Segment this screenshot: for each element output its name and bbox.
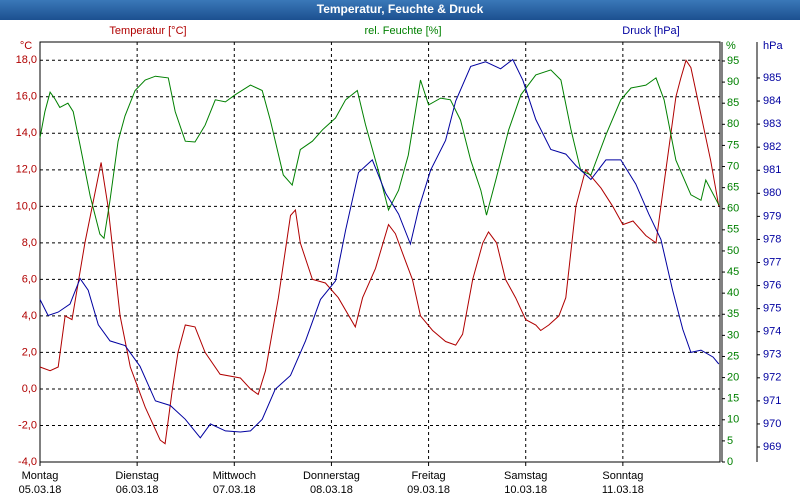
y2-tick-label: 60: [727, 203, 739, 215]
y-tick-label: 14,0: [16, 127, 37, 139]
y2-tick-label: 15: [727, 393, 739, 405]
legend-entry: Temperatur [°C]: [109, 25, 186, 37]
y-tick-label: 2,0: [22, 346, 37, 358]
y3-tick-label: 978: [763, 233, 781, 245]
y-tick-label: 12,0: [16, 164, 37, 176]
x-tick-label: Freitag: [411, 470, 445, 482]
x-tick-label: Dienstag: [115, 470, 158, 482]
x-tick-label: Samstag: [504, 470, 547, 482]
y2-tick-label: 65: [727, 182, 739, 194]
y3-axis-unit: hPa: [763, 40, 783, 52]
x-tick-date: 10.03.18: [504, 484, 547, 496]
x-tick-date: 11.03.18: [602, 484, 644, 496]
legend-entry: Druck [hPa]: [622, 25, 679, 37]
y3-tick-label: 972: [763, 372, 781, 384]
y2-tick-label: 85: [727, 97, 739, 109]
y-tick-label: -2,0: [18, 419, 37, 431]
x-tick-label: Sonntag: [602, 470, 643, 482]
y-axis-unit: °C: [20, 40, 32, 52]
y3-tick-label: 985: [763, 72, 781, 84]
y3-tick-label: 980: [763, 187, 781, 199]
y3-tick-label: 974: [763, 326, 781, 338]
y-tick-label: 18,0: [16, 54, 37, 66]
y2-tick-label: 45: [727, 266, 739, 278]
y2-tick-label: 50: [727, 245, 739, 257]
x-tick-date: 08.03.18: [310, 484, 353, 496]
title-bar: [0, 0, 800, 20]
x-tick-date: 07.03.18: [213, 484, 256, 496]
y-tick-label: -4,0: [18, 456, 37, 468]
y2-tick-label: 20: [727, 371, 739, 383]
y2-tick-label: 90: [727, 76, 739, 88]
y3-tick-label: 984: [763, 95, 781, 107]
x-tick-label: Mittwoch: [213, 470, 256, 482]
y3-tick-label: 977: [763, 256, 781, 268]
y-tick-label: 10,0: [16, 200, 37, 212]
y2-tick-label: 75: [727, 139, 739, 151]
y2-tick-label: 95: [727, 55, 739, 67]
series-line: [39, 58, 720, 439]
x-tick-label: Donnerstag: [303, 470, 360, 482]
y3-tick-label: 970: [763, 418, 781, 430]
y3-tick-label: 971: [763, 395, 781, 407]
x-tick-label: Montag: [22, 470, 59, 482]
series-line: [39, 59, 720, 445]
y2-tick-label: 5: [727, 435, 733, 447]
y3-tick-label: 983: [763, 118, 781, 130]
y2-tick-label: 80: [727, 118, 739, 130]
chart-title: Temperatur, Feuchte & Druck: [317, 2, 484, 16]
y-tick-label: 16,0: [16, 91, 37, 103]
x-tick-date: 06.03.18: [116, 484, 159, 496]
y3-tick-label: 969: [763, 441, 781, 453]
legend-entry: rel. Feuchte [%]: [364, 25, 441, 37]
y2-axis-unit: %: [726, 40, 736, 52]
y3-tick-label: 982: [763, 141, 781, 153]
x-tick-date: 09.03.18: [407, 484, 450, 496]
y3-tick-label: 979: [763, 210, 781, 222]
y-tick-label: 4,0: [22, 310, 37, 322]
y-tick-label: 0,0: [22, 383, 37, 395]
y2-tick-label: 25: [727, 350, 739, 362]
y3-tick-label: 975: [763, 303, 781, 315]
y2-tick-label: 10: [727, 414, 739, 426]
y-tick-label: 8,0: [22, 237, 37, 249]
x-tick-date: 05.03.18: [19, 484, 62, 496]
y2-tick-label: 55: [727, 224, 739, 236]
y2-tick-label: 40: [727, 287, 739, 299]
series-line: [39, 69, 720, 240]
y3-tick-label: 976: [763, 279, 781, 291]
y3-tick-label: 981: [763, 164, 781, 176]
y2-tick-label: 70: [727, 160, 739, 172]
y2-tick-label: 0: [727, 456, 733, 468]
y3-tick-label: 973: [763, 349, 781, 361]
y2-tick-label: 30: [727, 329, 739, 341]
y-tick-label: 6,0: [22, 273, 37, 285]
y2-tick-label: 35: [727, 308, 739, 320]
